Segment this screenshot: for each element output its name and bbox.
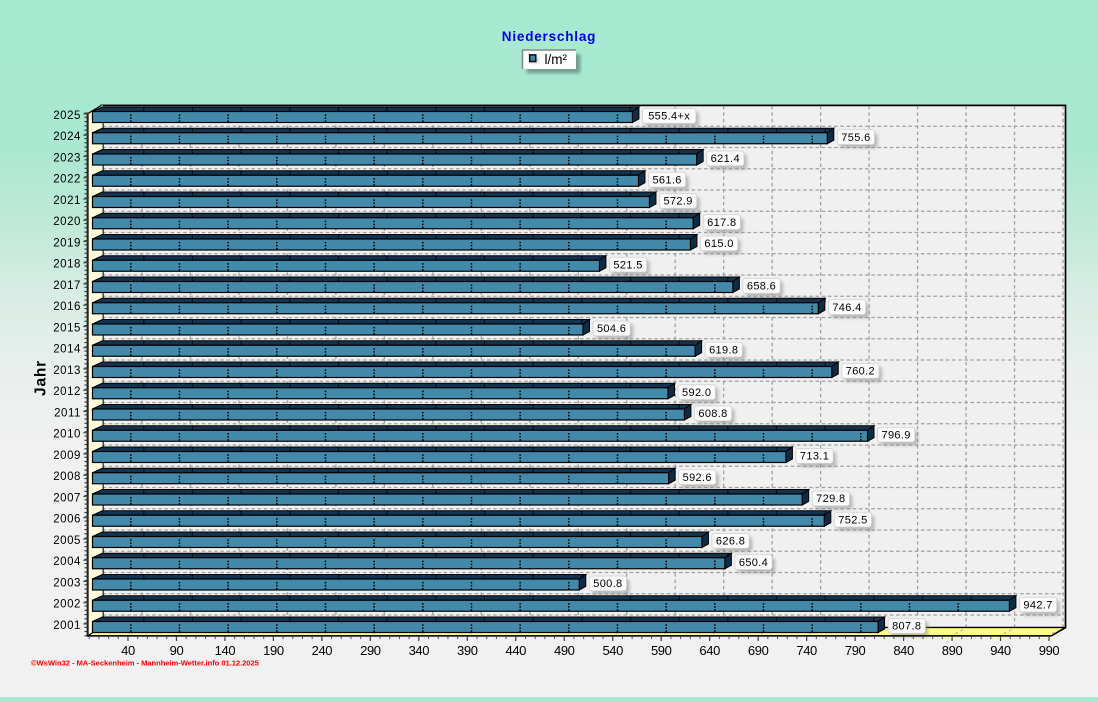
svg-text:555.4+x: 555.4+x: [648, 111, 690, 123]
svg-text:2002: 2002: [53, 599, 81, 611]
svg-text:2001: 2001: [53, 620, 81, 632]
svg-text:608.8: 608.8: [698, 408, 727, 420]
svg-text:2019: 2019: [53, 237, 81, 249]
svg-text:807.8: 807.8: [892, 621, 921, 633]
svg-text:713.1: 713.1: [800, 451, 829, 463]
svg-text:760.2: 760.2: [846, 366, 875, 378]
svg-text:90: 90: [170, 643, 184, 658]
svg-text:752.5: 752.5: [838, 514, 867, 526]
svg-text:2017: 2017: [53, 280, 81, 292]
svg-text:619.8: 619.8: [709, 344, 738, 356]
svg-text:658.6: 658.6: [747, 281, 776, 293]
svg-text:2025: 2025: [53, 110, 81, 122]
svg-text:617.8: 617.8: [707, 217, 736, 229]
svg-text:790: 790: [845, 643, 866, 658]
svg-text:2011: 2011: [54, 407, 81, 419]
svg-text:2005: 2005: [53, 535, 81, 547]
svg-text:2008: 2008: [53, 471, 81, 483]
svg-text:2018: 2018: [53, 259, 81, 271]
svg-text:940: 940: [990, 643, 1011, 658]
svg-text:2010: 2010: [53, 429, 81, 441]
svg-text:572.9: 572.9: [663, 196, 692, 208]
svg-text:2004: 2004: [53, 556, 81, 568]
svg-text:990: 990: [1039, 643, 1060, 658]
svg-text:755.6: 755.6: [841, 132, 870, 144]
svg-text:504.6: 504.6: [597, 323, 626, 335]
svg-text:2020: 2020: [53, 216, 81, 228]
svg-text:340: 340: [409, 643, 430, 658]
svg-text:746.4: 746.4: [832, 302, 861, 314]
svg-text:Niederschlag: Niederschlag: [502, 29, 596, 44]
svg-text:521.5: 521.5: [613, 259, 642, 271]
svg-text:240: 240: [312, 643, 333, 658]
svg-text:2003: 2003: [53, 577, 81, 589]
svg-text:2012: 2012: [53, 386, 81, 398]
svg-text:2013: 2013: [53, 365, 81, 377]
svg-text:621.4: 621.4: [711, 153, 740, 165]
svg-text:440: 440: [506, 643, 527, 658]
svg-text:561.6: 561.6: [652, 174, 681, 186]
svg-text:796.9: 796.9: [881, 429, 910, 441]
svg-text:615.0: 615.0: [704, 238, 733, 250]
svg-text:2023: 2023: [53, 152, 81, 164]
svg-text:2014: 2014: [53, 344, 81, 356]
svg-text:Jahr: Jahr: [33, 360, 50, 396]
svg-text:2015: 2015: [53, 322, 81, 334]
svg-text:690: 690: [748, 643, 769, 658]
svg-text:640: 640: [699, 643, 720, 658]
svg-text:590: 590: [651, 643, 672, 658]
svg-text:490: 490: [554, 643, 575, 658]
svg-text:290: 290: [360, 643, 381, 658]
svg-text:626.8: 626.8: [716, 536, 745, 548]
svg-text:2016: 2016: [53, 301, 81, 313]
svg-text:390: 390: [457, 643, 478, 658]
svg-text:40: 40: [121, 643, 135, 658]
svg-text:190: 190: [263, 643, 284, 658]
svg-text:2022: 2022: [53, 174, 81, 186]
svg-text:2007: 2007: [53, 492, 81, 504]
svg-text:2009: 2009: [53, 450, 81, 462]
svg-text:540: 540: [602, 643, 623, 658]
svg-text:140: 140: [215, 643, 236, 658]
svg-text:2021: 2021: [53, 195, 81, 207]
svg-text:2006: 2006: [53, 514, 81, 526]
svg-text:942.7: 942.7: [1023, 599, 1052, 611]
svg-text:©WsWin32 - MA-Seckenheim - Man: ©WsWin32 - MA-Seckenheim - Mannheim-Wett…: [31, 658, 260, 667]
svg-text:592.6: 592.6: [683, 472, 712, 484]
svg-text:592.0: 592.0: [682, 387, 711, 399]
svg-text:840: 840: [893, 643, 914, 658]
svg-text:740: 740: [796, 643, 817, 658]
svg-text:500.8: 500.8: [593, 578, 622, 590]
svg-text:650.4: 650.4: [739, 557, 768, 569]
svg-text:890: 890: [942, 643, 963, 658]
svg-text:l/m²: l/m²: [545, 52, 568, 67]
svg-text:729.8: 729.8: [816, 493, 845, 505]
svg-text:2024: 2024: [53, 131, 81, 143]
